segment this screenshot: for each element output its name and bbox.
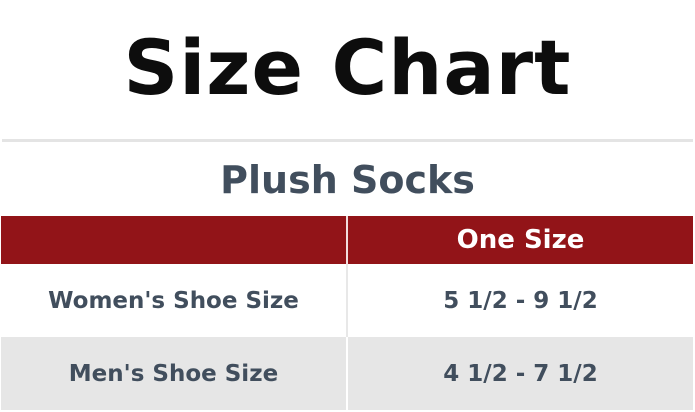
table-row: Men's Shoe Size 4 1/2 - 7 1/2: [1, 337, 693, 410]
header-cell-empty: [1, 216, 346, 264]
product-name: Plush Socks: [220, 158, 475, 202]
row-label: Men's Shoe Size: [68, 360, 279, 387]
page-title: Size Chart: [123, 23, 572, 112]
table-header: One Size: [1, 216, 693, 264]
size-table: One Size Women's Shoe Size 5 1/2 - 9 1/2…: [1, 216, 693, 410]
row-value: 4 1/2 - 7 1/2: [346, 337, 693, 410]
divider: [2, 139, 693, 142]
table-row: Women's Shoe Size 5 1/2 - 9 1/2: [1, 264, 693, 337]
row-label: Women's Shoe Size: [48, 287, 299, 314]
header-cell-one-size: One Size: [346, 216, 693, 264]
row-value: 5 1/2 - 9 1/2: [346, 264, 693, 337]
